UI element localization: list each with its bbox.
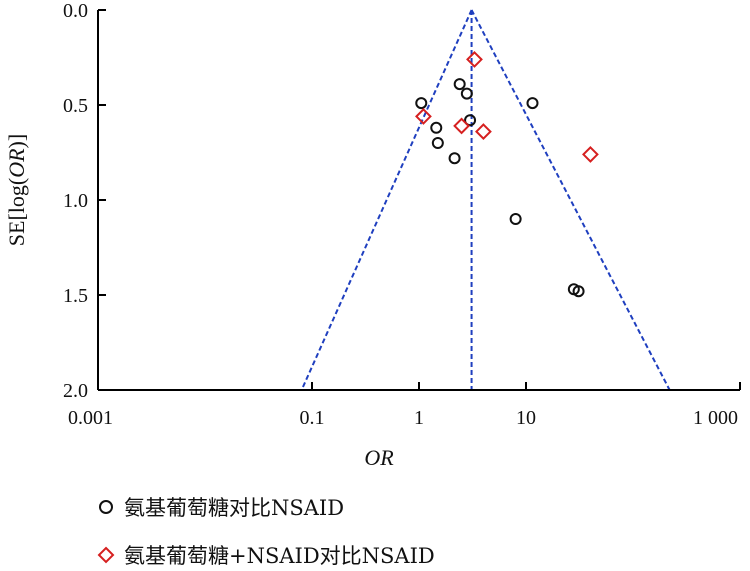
data-points [415, 50, 599, 298]
y-axis-label: SE[log(OR)] [4, 134, 29, 246]
x-tick-label: 0.001 [68, 407, 113, 429]
x-axis-label: OR [364, 445, 394, 470]
x-axis-ticks: 0.001 0.1 1 10 1 000 [68, 382, 741, 429]
x-tick-label: 0.1 [300, 407, 325, 429]
funnel-left-line [300, 9, 473, 391]
circle-point [431, 137, 444, 149]
diamond-point [466, 50, 483, 68]
x-tick-label: 1 000 [693, 407, 738, 429]
circle-point [460, 87, 473, 100]
y-tick-label: 1.0 [63, 190, 88, 212]
diamond-point [453, 117, 470, 135]
funnel-right-line [470, 9, 671, 391]
diamond-point [475, 123, 492, 141]
x-tick-label: 1 [414, 407, 424, 429]
legend-item-series-1: 氨基葡萄糖对比NSAID [96, 492, 344, 522]
legend-label-series-1: 氨基葡萄糖对比NSAID [124, 496, 345, 520]
circle-point [453, 78, 466, 91]
y-tick-label: 0.0 [63, 0, 88, 22]
circle-point [526, 97, 539, 110]
funnel-lines [300, 9, 671, 391]
diamond-marker-icon [97, 546, 115, 564]
legend-label-series-2: 氨基葡萄糖+NSAID对比NSAID [124, 544, 435, 568]
y-tick-label: 1.5 [63, 285, 88, 307]
x-tick-label: 10 [516, 407, 536, 429]
circle-point [448, 152, 461, 165]
legend-item-series-2: 氨基葡萄糖+NSAID对比NSAID [96, 540, 435, 570]
y-tick-label: 2.0 [63, 380, 88, 402]
y-tick-label: 0.5 [63, 95, 88, 117]
circle-point [415, 97, 428, 110]
circle-point [430, 121, 443, 134]
circle-marker-icon [99, 500, 113, 514]
y-axis-ticks: 0.0 0.5 1.0 1.5 2.0 [63, 0, 106, 402]
diamond-point [582, 145, 599, 163]
circle-point [572, 285, 585, 298]
circle-point [509, 213, 522, 225]
circle-point [464, 114, 477, 127]
diamond-point [415, 107, 432, 125]
